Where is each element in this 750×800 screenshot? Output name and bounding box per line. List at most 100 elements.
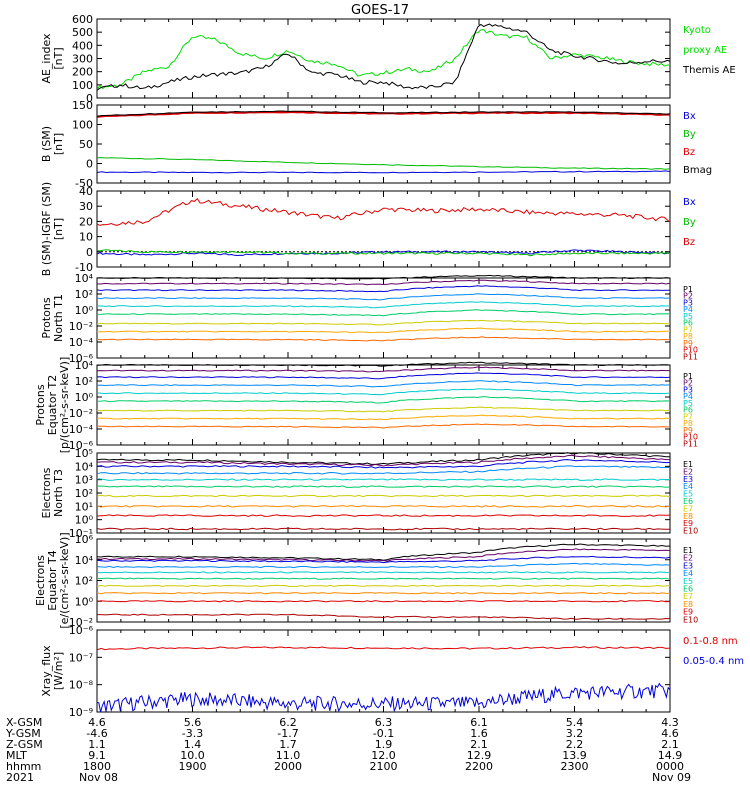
y-tick-label: 10⁻⁹: [69, 706, 93, 719]
panel-protons_e: 10⁻⁶ 10⁻⁴ 10⁻² 10⁰ 10² 10⁴ Protons Equator T2 [p…: [34, 357, 698, 454]
y-tick-label: 10⁰: [75, 514, 94, 527]
footer-value: 10.0: [180, 749, 205, 762]
y-tick-label: 10⁴: [75, 272, 94, 285]
legend-item: P9: [683, 339, 693, 348]
series-line: [96, 543, 671, 561]
y-tick-label: 100: [72, 119, 93, 132]
legend-item: P11: [683, 352, 698, 361]
series-line: [96, 198, 671, 226]
footer-ephemeris: X-GSM 4.6 5.6 6.2 6.3 6.1 5.4 4.3 Y-GSM -4.6 -3.3 -…: [5, 716, 691, 784]
footer-value: 2.1: [661, 738, 679, 751]
series-line: [96, 170, 671, 174]
y-tick-label: 200: [72, 66, 93, 79]
legend-item: P3: [683, 385, 693, 394]
footer-value: 4.6: [661, 727, 679, 740]
footer-value: 4.3: [661, 716, 679, 729]
footer-value: 12.0: [371, 749, 396, 762]
series-line: [96, 465, 670, 475]
series-line: [96, 423, 671, 429]
series-line: [96, 504, 671, 508]
footer-value: 12.9: [467, 749, 492, 762]
y-axis-label: Electrons: [34, 555, 47, 606]
panel-frame: [96, 452, 671, 534]
y-tick-label: 10¹: [75, 500, 93, 513]
y-tick-label: -50: [75, 177, 93, 190]
footer-value: 13.9: [562, 749, 587, 762]
y-tick-label: 10⁻⁶: [69, 624, 94, 637]
legend-item: P1: [683, 285, 693, 294]
legend-item: P5: [683, 312, 693, 321]
y-tick-label: 10⁻¹: [69, 527, 93, 540]
y-tick-label: 10⁻²: [69, 616, 93, 629]
panel-bsm: -50 0 50 100 150 B (SM) [nT] Bx By Bz Bmag: [40, 99, 712, 190]
legend-item: E4: [683, 569, 693, 578]
footer-value: 14.9: [658, 749, 683, 762]
legend-item: By: [683, 129, 696, 140]
legend-item: E4: [683, 482, 693, 491]
legend-item: P1: [683, 372, 693, 381]
legend-item: E10: [683, 527, 698, 536]
series-line: [96, 485, 671, 488]
series-line: [96, 494, 671, 498]
legend-item: E9: [683, 519, 693, 528]
y-tick-label: 10²: [75, 487, 93, 500]
series-line: [96, 555, 671, 564]
series-line: [96, 388, 671, 396]
y-tick-label: 10⁶: [75, 533, 94, 546]
footer-value: 9.1: [88, 749, 106, 762]
footer-value: 2300: [561, 760, 589, 773]
legend-item: E7: [683, 504, 693, 513]
footer-value: 1900: [179, 760, 207, 773]
legend-item: 0.05-0.4 nm: [683, 656, 744, 667]
y-tick-label: 10⁻⁸: [69, 679, 94, 692]
y-tick-label: 0: [86, 92, 93, 105]
y-tick-label: 10⁴: [75, 359, 94, 372]
legend-item: E8: [683, 600, 693, 609]
legend-item: E1: [683, 460, 693, 469]
footer-value: 2000: [274, 760, 302, 773]
legend-item: Bz: [683, 237, 695, 248]
y-tick-label: 10⁻²: [69, 320, 93, 333]
panel-frame: [96, 18, 671, 99]
footer-value: 11.0: [276, 749, 301, 762]
y-tick-label: 20: [79, 215, 93, 228]
legend-item: P2: [683, 379, 693, 388]
y-tick-label: 40: [79, 185, 93, 198]
footer-value: 1.6: [470, 727, 488, 740]
y-tick-label: 0: [86, 158, 93, 171]
y-tick-label: 400: [72, 39, 93, 52]
y-tick-label: 10⁰: [75, 595, 94, 608]
footer-value: 2.1: [470, 738, 488, 751]
series-line: [96, 157, 671, 170]
series-line: [96, 406, 671, 413]
footer-value: 6.2: [279, 716, 297, 729]
legend-item: E7: [683, 592, 693, 601]
series-line: [96, 452, 670, 465]
footer-value: 1.9: [375, 738, 393, 751]
y-tick-label: 500: [72, 26, 93, 39]
series-line: [96, 600, 671, 603]
series-line: [96, 366, 670, 373]
legend-item: P10: [683, 433, 698, 442]
y-tick-label: 10⁻²: [69, 407, 93, 420]
y-axis-label: B (SM): [40, 126, 53, 162]
y-tick-label: -10: [75, 261, 93, 274]
y-axis-label: [nT]: [52, 133, 65, 155]
footer-row-label: Y-GSM: [5, 727, 41, 740]
footer-value: 2.2: [566, 738, 584, 751]
footer-value: 4.6: [88, 716, 106, 729]
y-tick-label: 0: [86, 246, 93, 259]
series-line: [96, 249, 671, 257]
footer-value: 1.4: [184, 738, 202, 751]
y-tick-label: 10²: [75, 375, 93, 388]
legend-item: P10: [683, 346, 698, 355]
legend-item: P11: [683, 439, 698, 448]
y-axis-label: Protons: [40, 297, 53, 338]
legend-item: E6: [683, 497, 693, 506]
series-line: [97, 327, 671, 334]
footer-value: 6.3: [375, 716, 393, 729]
series-line: [96, 301, 671, 309]
y-axis-label: [nT]: [52, 218, 65, 240]
